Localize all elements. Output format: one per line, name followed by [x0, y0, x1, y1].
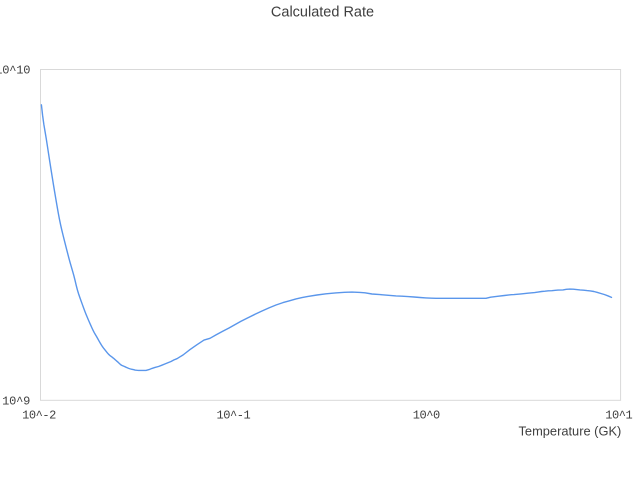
svg-text:10^1: 10^1 [605, 408, 632, 422]
svg-text:Temperature (GK): Temperature (GK) [519, 423, 622, 438]
svg-text:Calculated Rate: Calculated Rate [271, 4, 374, 20]
svg-text:10^0: 10^0 [413, 408, 440, 422]
svg-text:10^-2: 10^-2 [22, 408, 56, 422]
svg-text:10^10: 10^10 [0, 64, 30, 78]
svg-text:10^-1: 10^-1 [217, 408, 251, 422]
svg-text:10^9: 10^9 [2, 395, 30, 409]
